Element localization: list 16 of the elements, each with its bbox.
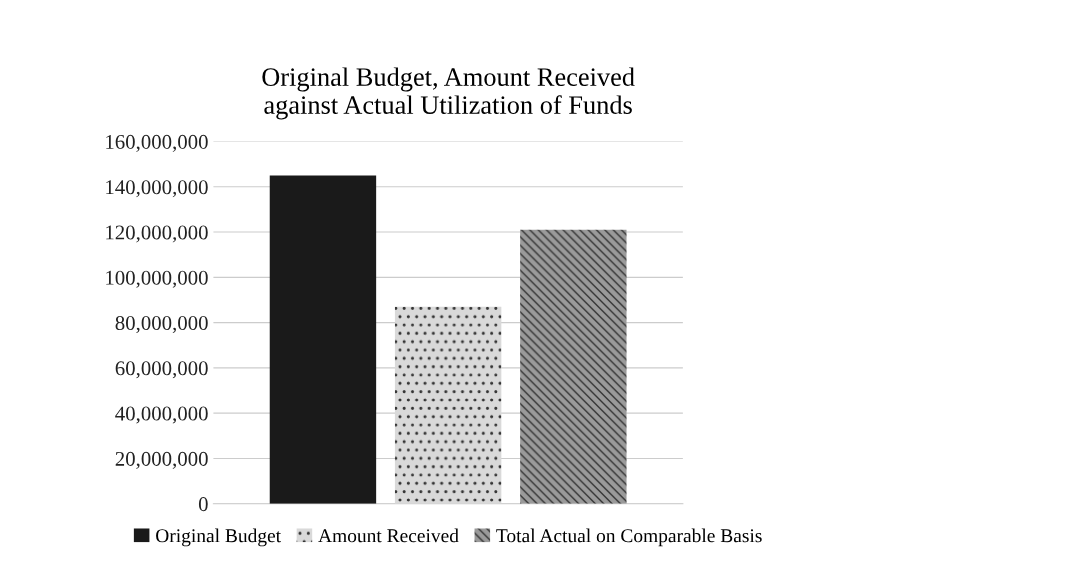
bar xyxy=(394,306,502,504)
y-tick-label: 160,000,000 xyxy=(106,134,208,152)
legend-label: Original Budget xyxy=(156,528,281,547)
y-tick-label: 80,000,000 xyxy=(115,315,208,334)
legend-label: Amount Received xyxy=(318,528,459,543)
y-tick-label: 140,000,000 xyxy=(106,180,208,198)
legend-label: Total Actual on Comparable Basis xyxy=(496,528,762,547)
y-tick-label: 120,000,000 xyxy=(106,225,208,243)
y-tick-label: 40,000,000 xyxy=(115,406,208,424)
chart-title: Original Budget, Amount Received against Actual Utilization of Funds xyxy=(262,67,635,120)
y-tick-label: 20,000,000 xyxy=(115,451,208,469)
bar xyxy=(269,175,377,504)
y-tick-label: 100,000,000 xyxy=(106,270,208,288)
bar xyxy=(520,229,627,504)
y-tick-label: 60,000,000 xyxy=(115,361,208,379)
y-tick-label: 0 xyxy=(198,497,208,512)
